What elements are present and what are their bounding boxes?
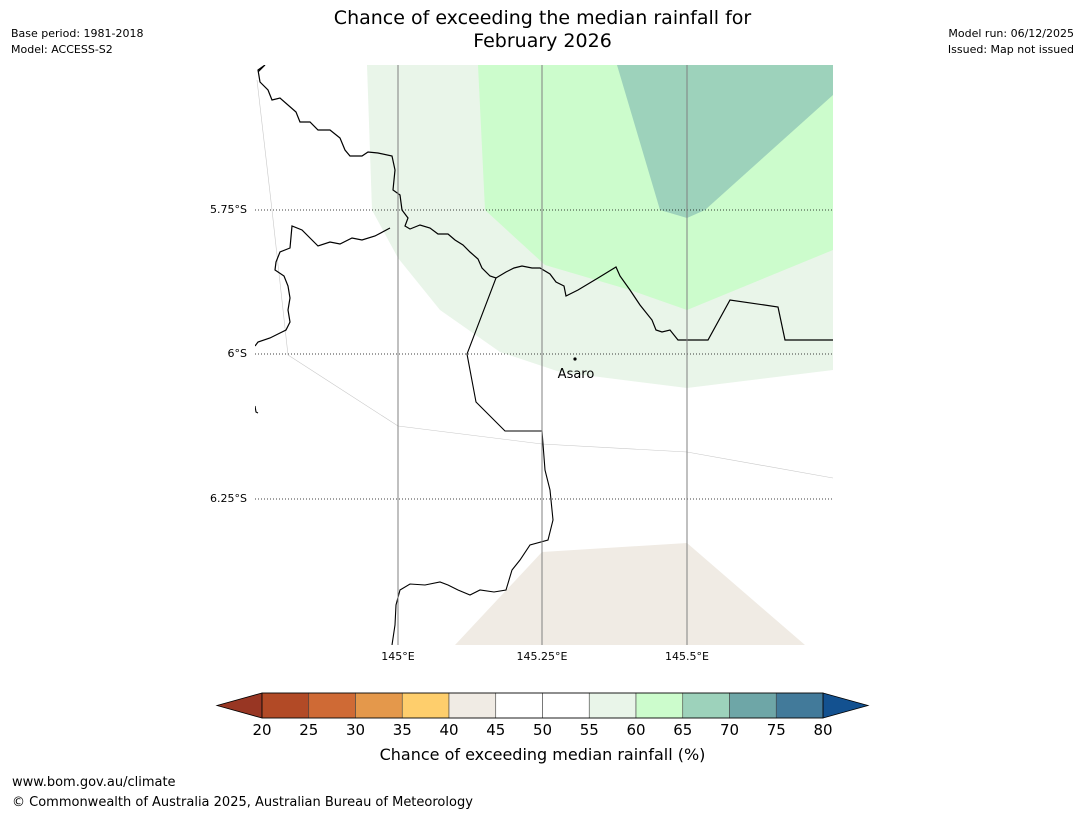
colorbar-swatch bbox=[775, 692, 824, 719]
colorbar-tick-label: 70 bbox=[720, 721, 739, 739]
colorbar: 20 25 30 35 40 45 50 55 60 65 70 75 80 bbox=[215, 692, 870, 739]
lon-label-145-25: 145.25°E bbox=[517, 650, 568, 663]
colorbar-tick-label: 60 bbox=[626, 721, 645, 739]
lon-label-145-5: 145.5°E bbox=[665, 650, 709, 663]
model-run: Model run: 06/12/2025 bbox=[948, 27, 1074, 40]
footer-url: www.bom.gov.au/climate bbox=[12, 775, 176, 790]
map-title: Chance of exceeding the median rainfall … bbox=[0, 7, 1085, 53]
footer-copyright: © Commonwealth of Australia 2025, Austra… bbox=[12, 795, 473, 810]
base-period: Base period: 1981-2018 bbox=[11, 27, 144, 40]
colorbar-swatch bbox=[448, 692, 497, 719]
lat-label-5-75: 5.75°S bbox=[210, 203, 247, 216]
colorbar-tick-label: 20 bbox=[252, 721, 271, 739]
colorbar-swatch bbox=[495, 692, 543, 719]
probability-band-65-70 bbox=[617, 65, 833, 218]
colorbar-swatch bbox=[682, 692, 730, 719]
colorbar-tick-label: 50 bbox=[533, 721, 552, 739]
colorbar-swatch bbox=[588, 692, 637, 719]
colorbar-swatch bbox=[635, 692, 684, 719]
colorbar-tick-label: 30 bbox=[346, 721, 365, 739]
colorbar-over-arrow bbox=[822, 692, 870, 719]
colorbar-title: Chance of exceeding median rainfall (%) bbox=[379, 745, 706, 764]
colorbar-tick-label: 75 bbox=[767, 721, 786, 739]
colorbar-tick-label: 25 bbox=[299, 721, 318, 739]
model-name: Model: ACCESS-S2 bbox=[11, 43, 113, 56]
colorbar-swatch bbox=[261, 692, 310, 719]
colorbar-under-arrow bbox=[215, 692, 263, 719]
colorbar-swatch bbox=[729, 692, 777, 719]
colorbar-frame bbox=[261, 692, 824, 719]
coastline-fragment bbox=[255, 405, 259, 414]
asaro-marker bbox=[573, 357, 577, 361]
title-line-1: Chance of exceeding the median rainfall … bbox=[333, 7, 752, 29]
place-label-asaro: Asaro bbox=[558, 367, 595, 382]
map-area bbox=[255, 65, 833, 645]
colorbar-tick-label: 65 bbox=[673, 721, 692, 739]
colorbar-swatch bbox=[401, 692, 450, 719]
colorbar-tick-label: 35 bbox=[393, 721, 412, 739]
lat-label-6-25: 6.25°S bbox=[210, 492, 247, 505]
colorbar-tick-label: 80 bbox=[813, 721, 832, 739]
lat-label-6: 6°S bbox=[228, 347, 247, 360]
metadata-left: Base period: 1981-2018 Model: ACCESS-S2 bbox=[11, 26, 143, 58]
graticule bbox=[255, 65, 833, 645]
coastline bbox=[257, 65, 833, 341]
colorbar-tick-label: 45 bbox=[486, 721, 505, 739]
colorbar-swatch bbox=[308, 692, 356, 719]
issued-status: Issued: Map not issued bbox=[947, 43, 1074, 56]
colorbar-tick-label: 55 bbox=[580, 721, 599, 739]
colorbar-swatch bbox=[355, 692, 403, 719]
lon-label-145: 145°E bbox=[381, 650, 414, 663]
coastline-west bbox=[255, 225, 391, 347]
metadata-right: Model run: 06/12/2025 Issued: Map not is… bbox=[948, 26, 1074, 58]
colorbar-swatch bbox=[542, 692, 590, 719]
probability-band-40-45 bbox=[455, 543, 805, 645]
colorbar-tick-label: 40 bbox=[439, 721, 458, 739]
title-line-2: February 2026 bbox=[473, 30, 612, 52]
